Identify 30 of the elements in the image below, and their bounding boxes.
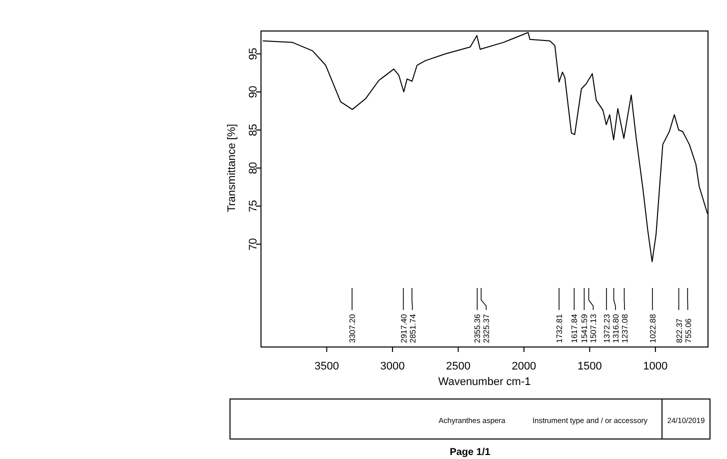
x-tick-label: 1000 <box>643 360 668 372</box>
y-axis-title: Transmittance [%] <box>226 124 238 212</box>
annotation: 1541.59 <box>580 314 590 343</box>
x-tick-label: 2000 <box>512 360 536 372</box>
annotation: 1316.80 <box>611 314 620 343</box>
annotation: 1372.23 <box>602 314 612 343</box>
y-tick-label: 95 <box>248 48 260 60</box>
x-tick-label: 2500 <box>446 360 470 372</box>
annotation: 2851.74 <box>408 314 418 343</box>
annotation: 2917.40 <box>399 314 408 343</box>
annotation: 3307.20 <box>348 314 358 343</box>
annotation: 1617.84 <box>570 314 580 343</box>
x-tick-label: 3000 <box>380 360 405 372</box>
y-tick-label: 85 <box>248 124 260 136</box>
text: Page 1/1 <box>450 447 491 458</box>
y-tick-label: 80 <box>248 162 260 174</box>
annotation: 755.06 <box>684 318 693 343</box>
y-tick-label: 70 <box>248 238 260 250</box>
x-tick-label: 3500 <box>314 360 339 372</box>
annotation: 2355.36 <box>473 314 482 343</box>
annotation: 1237.08 <box>620 314 630 343</box>
x-tick-label: 1500 <box>577 360 602 372</box>
annotation: 1022.88 <box>648 314 658 343</box>
annotation: 1732.81 <box>555 314 564 343</box>
annotation: 822.37 <box>674 318 684 343</box>
x-axis-title: Wavenumber cm-1 <box>438 376 531 388</box>
annotation: 2325.37 <box>482 314 492 343</box>
y-tick-label: 90 <box>248 86 260 98</box>
annotation: 1507.13 <box>589 314 598 343</box>
y-tick-label: 75 <box>248 200 260 212</box>
